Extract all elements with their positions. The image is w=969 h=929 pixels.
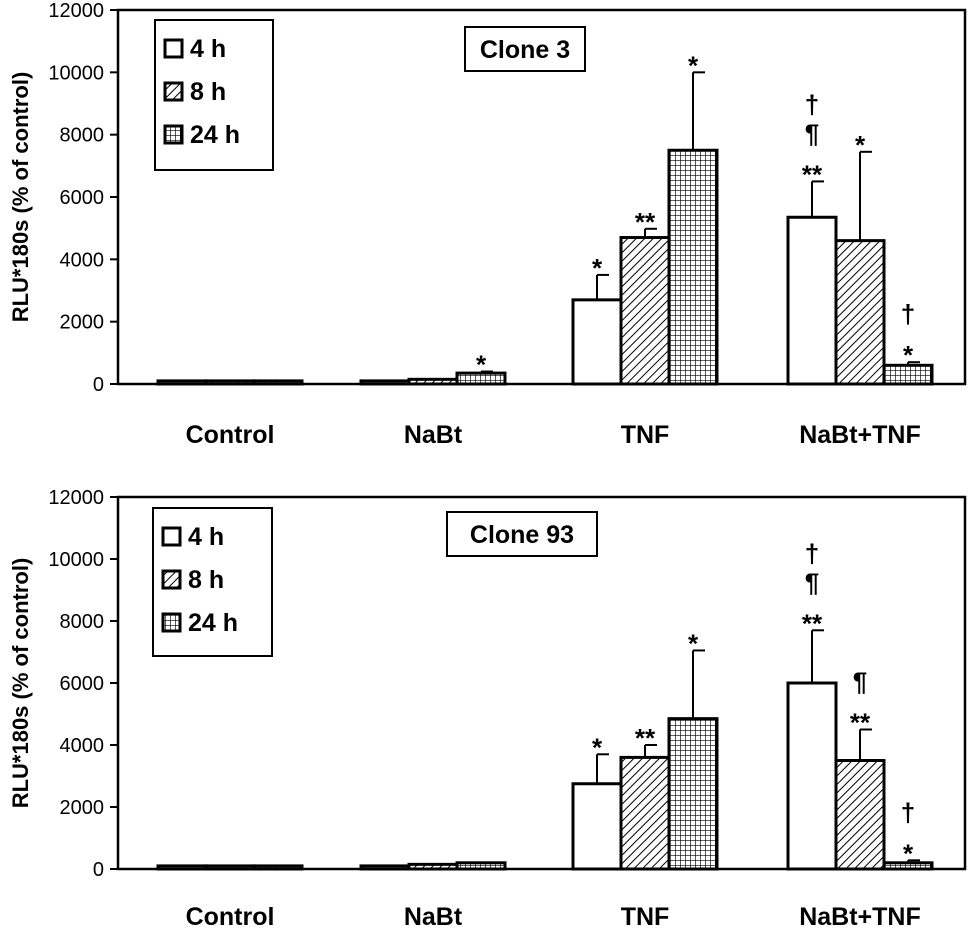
bar [834,759,886,871]
y-tick-label: 12000 [48,0,104,22]
y-tick-label: 4000 [60,735,105,757]
significance-mark: ¶ [853,667,867,697]
bar [786,215,838,386]
y-tick-label: 6000 [60,673,105,695]
chart-panel-clone-93: 0 2000 4000 6000 8000 10000 12000 RLU*180s (% o… [8,487,967,929]
chart-title: Clone 93 [470,521,574,549]
significance-mark: * [688,628,699,658]
legend-label: 8 h [190,78,226,106]
category-label: Control [186,903,275,929]
significance-mark: * [855,130,866,160]
significance-mark: ** [802,159,823,189]
y-axis-label: RLU*180s (% of control) [8,558,33,809]
legend-swatch [163,81,184,102]
category-label: TNF [621,421,670,449]
category-label: Control [186,421,275,449]
significance-mark: † [805,538,819,568]
chart-title: Clone 3 [480,36,570,64]
significance-mark: * [903,838,914,868]
chart-panel-clone-3: 0 2000 4000 6000 8000 10000 12000 RLU*180s (% o… [8,0,967,449]
y-tick-label: 10000 [48,62,104,84]
significance-mark: * [688,50,699,80]
bar [359,379,411,386]
bar [834,239,886,386]
significance-mark: * [476,350,487,380]
bar [571,782,623,871]
significance-mark: ¶ [805,567,819,597]
bar [407,377,459,386]
legend-label: 4 h [188,523,224,551]
legend: 4 h 8 h 24 h [152,507,273,657]
bar [455,861,507,871]
y-tick-label: 6000 [60,187,105,209]
y-tick-label: 2000 [60,797,105,819]
title-box [464,26,586,72]
significance-mark: ** [635,207,656,237]
legend-swatch [163,124,184,145]
bar [156,864,208,871]
bar [619,236,671,386]
significance-mark: ** [802,608,823,638]
significance-mark: † [901,299,915,329]
legend-swatch [163,38,184,59]
bar [156,379,208,386]
bar [571,298,623,386]
significance-mark: * [903,340,914,370]
bar [786,681,838,871]
significance-mark: * [592,253,603,283]
significance-mark: ** [635,723,656,753]
y-tick-label: 4000 [60,249,105,271]
category-label: NaBt [404,421,463,449]
bar [619,755,671,871]
significance-mark: ¶ [805,118,819,148]
y-tick-label: 0 [93,374,104,396]
bar [204,864,256,871]
legend-label: 24 h [190,121,240,149]
bar [667,148,719,386]
y-tick-label: 8000 [60,611,105,633]
bar [359,864,411,871]
bar [204,379,256,386]
y-tick-label: 2000 [60,312,105,334]
legend-swatch [161,526,182,547]
y-tick-label: 12000 [48,487,104,509]
significance-mark: ** [850,708,871,738]
y-tick-label: 0 [93,859,104,881]
legend-label: 4 h [190,35,226,63]
bar [252,864,304,871]
bar [667,717,719,871]
significance-mark: * [592,732,603,762]
legend-label: 8 h [188,566,224,594]
y-tick-label: 8000 [60,125,105,147]
category-label: NaBt [404,903,463,929]
legend-swatch [161,569,182,590]
category-label: NaBt+TNF [799,903,921,929]
category-label: NaBt+TNF [799,421,921,449]
bar [407,862,459,871]
significance-mark: † [901,797,915,827]
significance-mark: † [805,89,819,119]
title-box [446,511,598,557]
y-axis-label: RLU*180s (% of control) [8,72,33,323]
y-tick-label: 10000 [48,549,104,571]
bar [252,379,304,386]
legend: 4 h 8 h 24 h [154,19,274,171]
legend-swatch [161,612,182,633]
category-label: TNF [621,903,670,929]
legend-label: 24 h [188,609,238,637]
